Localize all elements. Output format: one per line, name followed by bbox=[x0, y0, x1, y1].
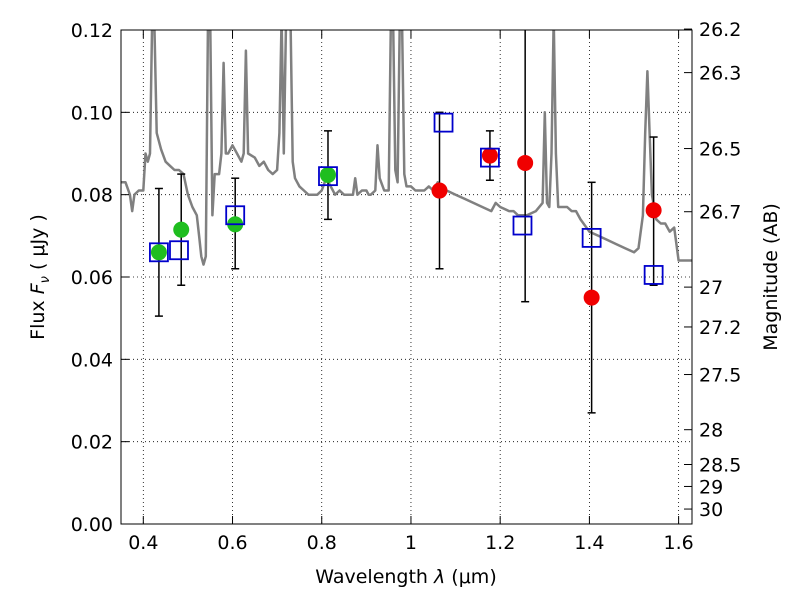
magnitude-tick-label: 26.5 bbox=[699, 139, 741, 161]
x-axis-label: Wavelength λ (μm) bbox=[315, 566, 496, 588]
x-tick-label: 1.2 bbox=[485, 532, 515, 554]
magnitude-axis-label: Magnitude (AB) bbox=[760, 203, 782, 351]
x-tick-label: 0.8 bbox=[307, 532, 337, 554]
x-tick-label: 0.6 bbox=[217, 532, 247, 554]
y-axis: 0.00 0.02 0.04 0.06 0.08 0.10 0.12 bbox=[71, 20, 129, 536]
x-tick-label: 1 bbox=[405, 532, 417, 554]
y-tick-label: 0.06 bbox=[71, 267, 113, 289]
magnitude-tick-label: 30 bbox=[699, 499, 723, 521]
red-photometry-marker bbox=[517, 154, 534, 171]
model-band-flux-marker bbox=[512, 215, 533, 236]
green-photometry-marker bbox=[319, 166, 336, 183]
y-tick-label: 0.10 bbox=[71, 102, 113, 124]
red-photometry-marker bbox=[645, 202, 662, 219]
model-band-flux-marker bbox=[225, 205, 246, 226]
x-tick-label: 1.4 bbox=[574, 532, 604, 554]
model-sed-line bbox=[121, 30, 692, 266]
y-tick-label: 0.12 bbox=[71, 20, 113, 42]
red-photometry-marker bbox=[431, 182, 448, 199]
model-band-flux-marker bbox=[643, 265, 664, 285]
green-photometry-marker bbox=[173, 221, 190, 238]
model-band-flux-marker bbox=[149, 242, 169, 263]
plot-area bbox=[121, 30, 692, 414]
y-axis-label: Flux Fν ( μJy ) bbox=[27, 214, 53, 340]
x-tick-label: 1.6 bbox=[664, 532, 694, 554]
green-photometry-marker bbox=[150, 244, 167, 261]
magnitude-tick-label: 27 bbox=[699, 277, 723, 299]
model-band-flux-marker bbox=[480, 147, 500, 168]
y-tick-label: 0.08 bbox=[71, 185, 113, 207]
magnitude-tick-label: 26.7 bbox=[699, 202, 741, 224]
magnitude-tick-label: 26.3 bbox=[699, 63, 741, 85]
magnitude-tick-label: 28 bbox=[699, 420, 723, 442]
magnitude-tick-label: 26.2 bbox=[699, 19, 741, 41]
plot-frame bbox=[120, 29, 693, 525]
magnitude-tick-label: 29 bbox=[699, 476, 723, 498]
model-band-flux-marker bbox=[318, 166, 338, 187]
y-tick-label: 0.04 bbox=[71, 349, 113, 371]
magnitude-tick-label: 27.5 bbox=[699, 365, 741, 387]
x-tick-label: 0.4 bbox=[128, 532, 158, 554]
y-tick-label: 0.02 bbox=[71, 432, 113, 454]
red-photometry-marker bbox=[583, 289, 600, 306]
red-photometry-marker bbox=[481, 147, 498, 164]
model-band-flux-marker bbox=[169, 240, 189, 261]
magnitude-tick-label: 27.2 bbox=[699, 317, 741, 339]
model-band-flux-marker bbox=[581, 227, 602, 248]
y-tick-label: 0.00 bbox=[71, 514, 113, 536]
model-band-flux-marker bbox=[433, 112, 454, 133]
magnitude-tick-label: 28.5 bbox=[699, 454, 741, 476]
x-axis: 0.4 0.6 0.8 1 1.2 1.4 1.6 bbox=[128, 30, 694, 554]
